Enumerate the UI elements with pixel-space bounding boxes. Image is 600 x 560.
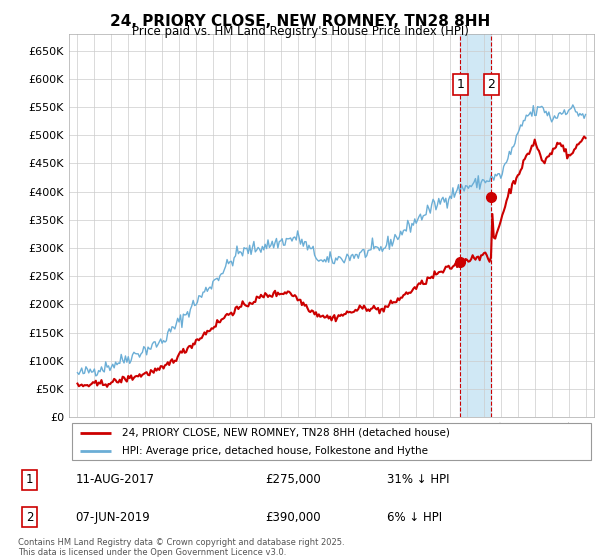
- Text: 31% ↓ HPI: 31% ↓ HPI: [386, 473, 449, 486]
- Text: 24, PRIORY CLOSE, NEW ROMNEY, TN28 8HH (detached house): 24, PRIORY CLOSE, NEW ROMNEY, TN28 8HH (…: [121, 428, 449, 438]
- Text: 11-AUG-2017: 11-AUG-2017: [76, 473, 155, 486]
- Text: £390,000: £390,000: [266, 511, 322, 524]
- Text: 1: 1: [456, 78, 464, 91]
- Text: £275,000: £275,000: [266, 473, 322, 486]
- Text: 07-JUN-2019: 07-JUN-2019: [76, 511, 151, 524]
- Text: Price paid vs. HM Land Registry's House Price Index (HPI): Price paid vs. HM Land Registry's House …: [131, 25, 469, 38]
- Text: Contains HM Land Registry data © Crown copyright and database right 2025.
This d: Contains HM Land Registry data © Crown c…: [18, 538, 344, 557]
- Text: 2: 2: [26, 511, 33, 524]
- Text: 6% ↓ HPI: 6% ↓ HPI: [386, 511, 442, 524]
- FancyBboxPatch shape: [71, 423, 591, 460]
- Bar: [460, 34, 491, 417]
- Text: 2: 2: [487, 78, 496, 91]
- Text: HPI: Average price, detached house, Folkestone and Hythe: HPI: Average price, detached house, Folk…: [121, 446, 427, 456]
- Text: 1: 1: [26, 473, 33, 486]
- Text: 24, PRIORY CLOSE, NEW ROMNEY, TN28 8HH: 24, PRIORY CLOSE, NEW ROMNEY, TN28 8HH: [110, 14, 490, 29]
